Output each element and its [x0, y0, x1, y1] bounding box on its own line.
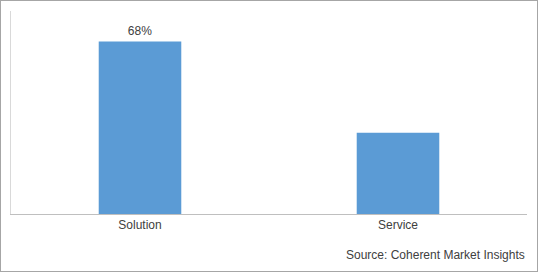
svg-text:Service: Service [378, 218, 418, 232]
svg-text:Source: Coherent Market Insigh: Source: Coherent Market Insights [346, 248, 525, 262]
svg-text:Solution: Solution [118, 218, 161, 232]
svg-text:68%: 68% [128, 24, 152, 38]
